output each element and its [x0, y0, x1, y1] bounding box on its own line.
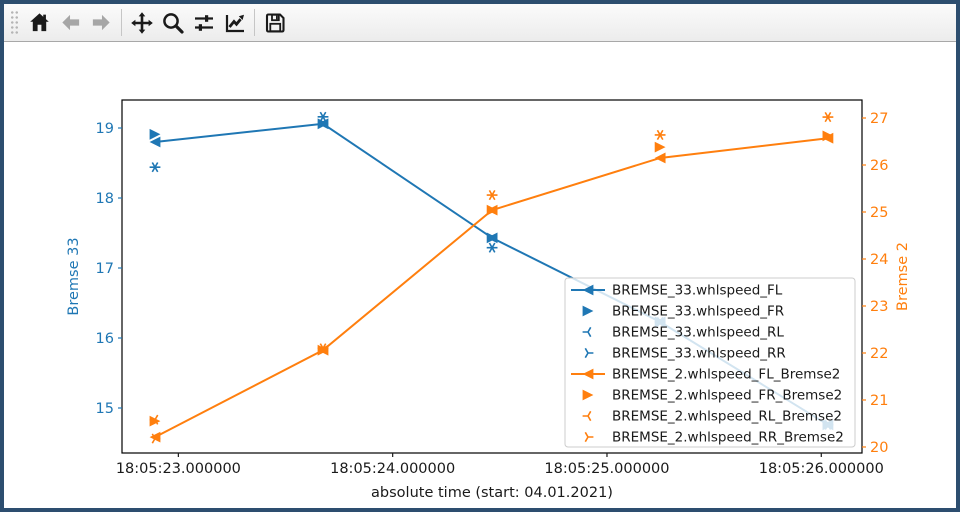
y-tick-label-right: 25: [870, 205, 888, 221]
legend-entry: BREMSE_33.whlspeed_RL: [582, 325, 784, 341]
x-tick-label: 18:05:26.000000: [759, 461, 884, 477]
legend: BREMSE_33.whlspeed_FL BREMSE_33.whlspeed_…: [564, 277, 856, 448]
legend-label: BREMSE_33.whlspeed_FL: [612, 283, 783, 299]
arrow-right-icon: [92, 14, 110, 31]
legend-entry: BREMSE_33.whlspeed_RR: [584, 346, 786, 362]
x-axis-label: absolute time (start: 04.01.2021): [371, 485, 613, 501]
legend-label: BREMSE_2.whlspeed_FR_Bremse2: [612, 388, 842, 404]
figure-canvas[interactable]: 18:05:23.000000 18:05:24.000000 18:05:25.0…: [4, 42, 956, 508]
toolbar-grip[interactable]: [10, 9, 19, 36]
y-axis-right: 20 21 22 23 24 25 26 27 Bremse 2: [862, 111, 911, 456]
back-button[interactable]: [55, 8, 86, 37]
y-tick-label-left: 15: [96, 401, 114, 417]
pan-button[interactable]: [126, 8, 157, 37]
y-tick-label-left: 18: [96, 191, 114, 207]
toolbar-separator: [254, 9, 255, 36]
legend-frame: [564, 277, 856, 448]
series-markers-BREMSE_2.whlspeed_FL_Bremse2: [149, 132, 834, 443]
edit-parameters-button[interactable]: [219, 8, 250, 37]
y-tick-label-right: 24: [870, 252, 888, 268]
floppy-disk-icon: [265, 12, 285, 33]
y-axis-label-right: Bremse 2: [895, 242, 911, 311]
x-tick-label: 18:05:23.000000: [116, 461, 241, 477]
matplotlib-toolbar: [4, 4, 956, 42]
legend-label: BREMSE_33.whlspeed_FR: [612, 304, 784, 320]
y-tick-label-right: 21: [870, 393, 888, 409]
x-axis: 18:05:23.000000 18:05:24.000000 18:05:25.0…: [116, 453, 884, 501]
configure-subplots-button[interactable]: [188, 8, 219, 37]
magnifier-icon: [162, 12, 184, 34]
figure-area: 18:05:23.000000 18:05:24.000000 18:05:25.0…: [4, 42, 956, 508]
x-tick-label: 18:05:24.000000: [330, 461, 455, 477]
y-tick-label-left: 17: [96, 261, 114, 277]
legend-entry: BREMSE_2.whlspeed_RR_Bremse2: [584, 430, 844, 446]
line-chart-icon: [225, 14, 244, 32]
y-tick-label-left: 16: [96, 331, 114, 347]
y-tick-label-right: 20: [870, 440, 888, 456]
arrow-left-icon: [62, 14, 80, 31]
y-axis-label-left: Bremse 33: [66, 237, 82, 315]
legend-label: BREMSE_33.whlspeed_RL: [612, 325, 784, 341]
legend-entry: BREMSE_2.whlspeed_FL_Bremse2: [571, 367, 840, 383]
forward-button[interactable]: [86, 8, 117, 37]
y-tick-label-right: 22: [870, 346, 888, 362]
y-tick-label-right: 26: [870, 158, 888, 174]
legend-label: BREMSE_2.whlspeed_FL_Bremse2: [612, 367, 840, 383]
legend-entry: BREMSE_2.whlspeed_RL_Bremse2: [582, 409, 842, 425]
legend-entry: BREMSE_2.whlspeed_FR_Bremse2: [582, 388, 842, 404]
legend-label: BREMSE_33.whlspeed_RR: [612, 346, 786, 362]
y-tick-label-left: 19: [96, 121, 114, 137]
save-button[interactable]: [259, 8, 290, 37]
legend-label: BREMSE_2.whlspeed_RR_Bremse2: [612, 430, 844, 446]
legend-label: BREMSE_2.whlspeed_RL_Bremse2: [612, 409, 842, 425]
home-icon: [30, 13, 49, 32]
y-axis-left: 15 16 17 18 19 Bremse 33: [66, 121, 122, 417]
y-tick-label-right: 27: [870, 111, 888, 127]
legend-entry: BREMSE_33.whlspeed_FL: [571, 283, 783, 299]
move-arrows-icon: [130, 11, 153, 34]
toolbar-separator: [121, 9, 122, 36]
plot-area: [121, 99, 863, 454]
legend-entry: BREMSE_33.whlspeed_FR: [582, 304, 784, 320]
zoom-button[interactable]: [157, 8, 188, 37]
x-tick-label: 18:05:25.000000: [544, 461, 669, 477]
sliders-icon: [194, 14, 213, 31]
home-button[interactable]: [24, 8, 55, 37]
y-tick-label-right: 23: [870, 299, 888, 315]
